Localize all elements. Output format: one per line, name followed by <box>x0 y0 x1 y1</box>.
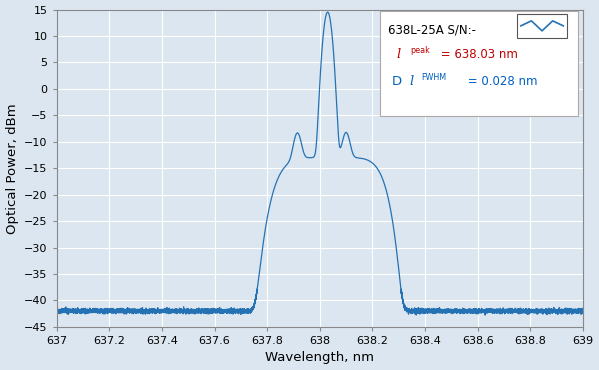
Text: D: D <box>392 75 402 88</box>
Text: = 638.03 nm: = 638.03 nm <box>437 48 518 61</box>
Text: FWHM: FWHM <box>421 73 446 82</box>
Text: l: l <box>409 75 413 88</box>
Text: l: l <box>396 48 400 61</box>
Text: 638L-25A S/N:-: 638L-25A S/N:- <box>388 24 476 37</box>
FancyBboxPatch shape <box>380 11 577 116</box>
Text: = 0.028 nm: = 0.028 nm <box>464 75 538 88</box>
Y-axis label: Optical Power, dBm: Optical Power, dBm <box>5 103 19 233</box>
Text: peak: peak <box>410 46 430 55</box>
FancyBboxPatch shape <box>517 14 567 38</box>
X-axis label: Wavelength, nm: Wavelength, nm <box>265 352 374 364</box>
